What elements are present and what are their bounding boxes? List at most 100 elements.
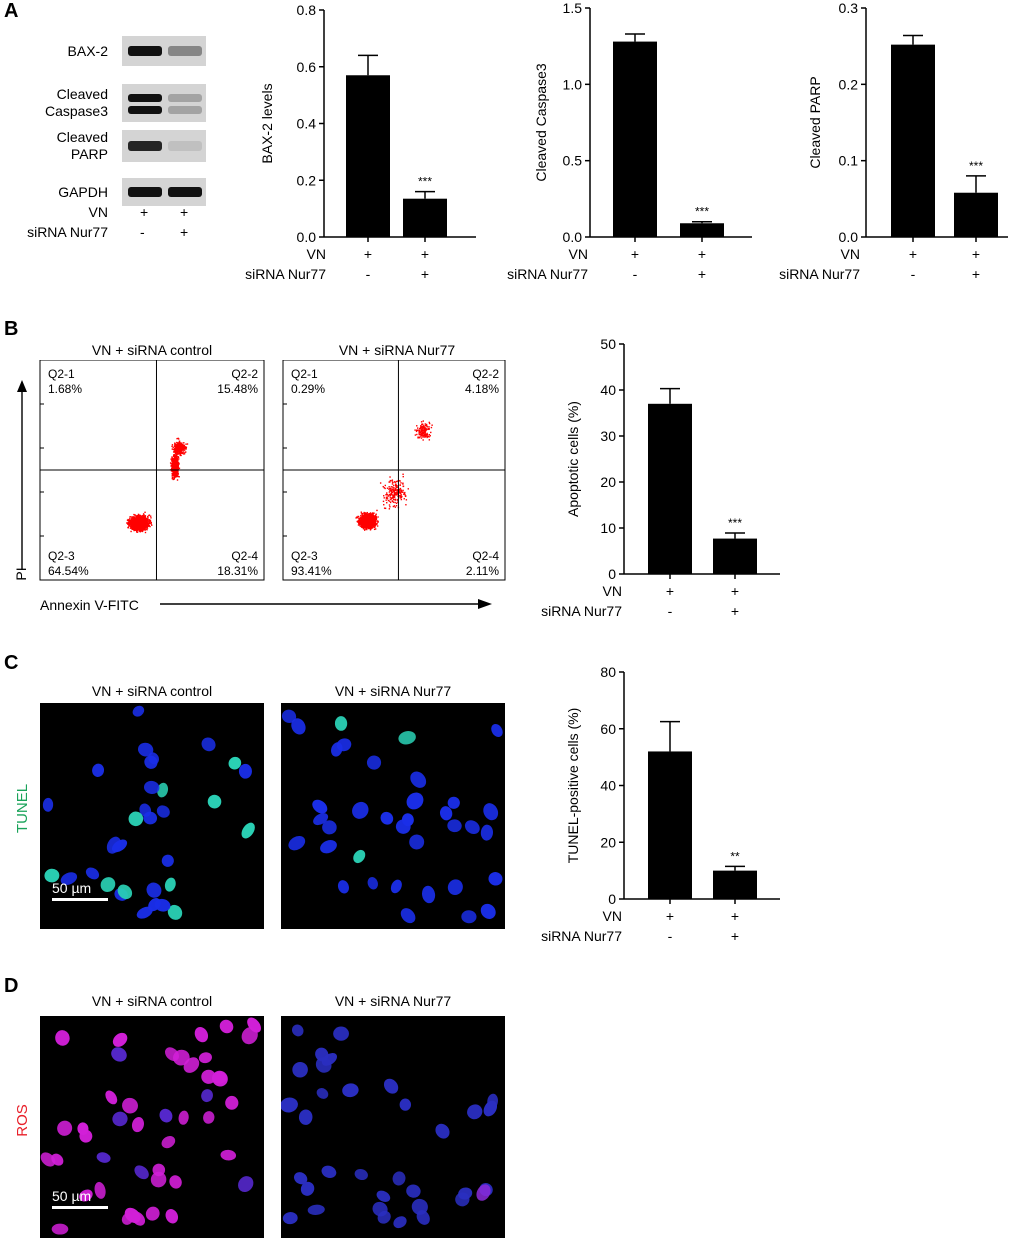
row-sign: + bbox=[631, 246, 639, 262]
cell-nucleus bbox=[337, 880, 349, 894]
cell-nucleus bbox=[111, 1047, 127, 1062]
cell-nucleus bbox=[165, 1047, 180, 1061]
panel-label-b: B bbox=[4, 318, 19, 340]
cell-nucleus bbox=[241, 822, 255, 839]
cell-nucleus bbox=[315, 1057, 332, 1073]
scale-bar-label: 50 µm bbox=[52, 1188, 92, 1204]
blot-label: Cleaved Caspase3 bbox=[44, 86, 108, 119]
cell-nucleus bbox=[320, 840, 337, 854]
blot-label: Cleaved PARP bbox=[56, 129, 108, 162]
y-tick-label: 20 bbox=[600, 474, 616, 490]
cell-nucleus bbox=[406, 792, 424, 810]
lane-sign: + bbox=[180, 204, 189, 220]
cell-nucleus bbox=[161, 854, 174, 867]
significance-label: *** bbox=[418, 175, 432, 189]
arrow-head bbox=[17, 380, 27, 392]
cell-nucleus bbox=[393, 1216, 407, 1229]
y-tick-label: 0 bbox=[608, 891, 616, 907]
cell-nucleus bbox=[480, 824, 494, 841]
row-sign: + bbox=[731, 583, 739, 599]
panel-label-c: C bbox=[4, 652, 19, 674]
y-tick-label: 0.6 bbox=[297, 59, 317, 75]
blot-strip bbox=[122, 178, 206, 206]
quadrant-percent: 18.31% bbox=[217, 564, 258, 578]
cell-nucleus bbox=[157, 782, 169, 798]
flow-title-nur77: VN + siRNA Nur77 bbox=[338, 342, 456, 358]
row-label: VN bbox=[307, 246, 326, 262]
blot-band bbox=[128, 187, 162, 197]
apoptotic-cells-bar-chart: 0 10 20 30 40 50 Apoptotic cells (%) *** VN + + siR… bbox=[541, 336, 780, 619]
lane-sign: - bbox=[140, 224, 145, 240]
cell-nucleus bbox=[96, 1152, 111, 1163]
quadrant-label: Q2-4 bbox=[472, 549, 499, 563]
cell-nucleus bbox=[488, 872, 503, 886]
cell-nucleus bbox=[238, 1176, 254, 1193]
cell-nucleus bbox=[183, 1057, 200, 1073]
cell-nucleus bbox=[112, 1032, 128, 1047]
quadrant-percent: 2.11% bbox=[466, 564, 499, 578]
row-label: siRNA Nur77 bbox=[507, 266, 588, 282]
cell-nucleus bbox=[146, 882, 162, 898]
cell-nucleus bbox=[94, 1181, 106, 1199]
y-axis-label: Apoptotic cells (%) bbox=[565, 401, 581, 517]
row-sign: + bbox=[731, 928, 739, 944]
cell-nucleus bbox=[207, 794, 222, 809]
bar bbox=[680, 223, 724, 237]
cell-nucleus bbox=[354, 1168, 368, 1181]
cell-nucleus bbox=[238, 763, 252, 779]
cell-nucleus bbox=[40, 1152, 56, 1167]
cell-nucleus bbox=[111, 839, 128, 853]
tunel-positive-bar-chart: 0 20 40 60 80 TUNEL-positive cells (%) ** VN + + s… bbox=[541, 664, 780, 944]
cell-nucleus bbox=[281, 709, 297, 724]
cell-nucleus bbox=[312, 799, 328, 814]
cell-nucleus bbox=[100, 877, 116, 892]
cell-nucleus bbox=[367, 877, 378, 890]
row-sign: - bbox=[366, 266, 371, 282]
lane-row-label: siRNA Nur77 bbox=[27, 224, 108, 240]
cell-nucleus bbox=[42, 797, 54, 812]
tunel-stain-label: TUNEL bbox=[14, 783, 32, 834]
y-tick-label: 40 bbox=[600, 778, 616, 794]
cell-nucleus bbox=[483, 803, 499, 821]
cell-nucleus bbox=[439, 806, 453, 821]
arrow-head bbox=[478, 599, 492, 609]
cell-nucleus bbox=[480, 903, 496, 919]
y-tick-label: 60 bbox=[600, 721, 616, 737]
cell-nucleus bbox=[447, 819, 462, 833]
cell-nucleus bbox=[291, 1024, 304, 1037]
cell-nucleus bbox=[476, 1184, 491, 1201]
quadrant-percent: 1.68% bbox=[48, 382, 82, 396]
cell-nucleus bbox=[313, 813, 329, 826]
bar bbox=[891, 44, 935, 237]
cell-nucleus bbox=[136, 906, 153, 919]
cell-nucleus bbox=[467, 1104, 483, 1120]
quadrant-label: Q2-1 bbox=[291, 367, 318, 381]
y-tick-label: 30 bbox=[600, 428, 616, 444]
quadrant-label: Q2-1 bbox=[48, 367, 75, 381]
flow-plot bbox=[282, 360, 506, 581]
blot-strip bbox=[122, 130, 206, 162]
cell-nucleus bbox=[194, 1026, 209, 1043]
blot-band bbox=[128, 106, 162, 114]
cell-nucleus bbox=[307, 1204, 325, 1215]
cell-nucleus bbox=[298, 1109, 313, 1125]
blot-band bbox=[128, 46, 162, 56]
y-tick-label: 20 bbox=[600, 834, 616, 850]
blot-band bbox=[168, 141, 202, 151]
blot-band bbox=[168, 106, 202, 114]
y-tick-label: 0.1 bbox=[839, 153, 859, 169]
quadrant-label: Q2-3 bbox=[291, 549, 318, 563]
cell-nucleus bbox=[247, 1017, 261, 1033]
y-tick-label: 1.5 bbox=[563, 0, 583, 16]
flow-plot bbox=[39, 360, 265, 581]
blot-band bbox=[168, 187, 202, 197]
cleaved-parp-bar-chart: 0.0 0.1 0.2 0.3 Cleaved PARP *** VN + + siRNA Nur… bbox=[779, 0, 1008, 282]
cell-nucleus bbox=[293, 1172, 308, 1185]
quadrant-label: Q2-4 bbox=[231, 549, 258, 563]
cell-nucleus bbox=[122, 1097, 138, 1114]
bar bbox=[346, 75, 390, 237]
cell-nucleus bbox=[342, 1083, 359, 1098]
cell-nucleus bbox=[138, 742, 154, 757]
cell-nucleus bbox=[421, 885, 436, 904]
bar bbox=[613, 41, 657, 237]
